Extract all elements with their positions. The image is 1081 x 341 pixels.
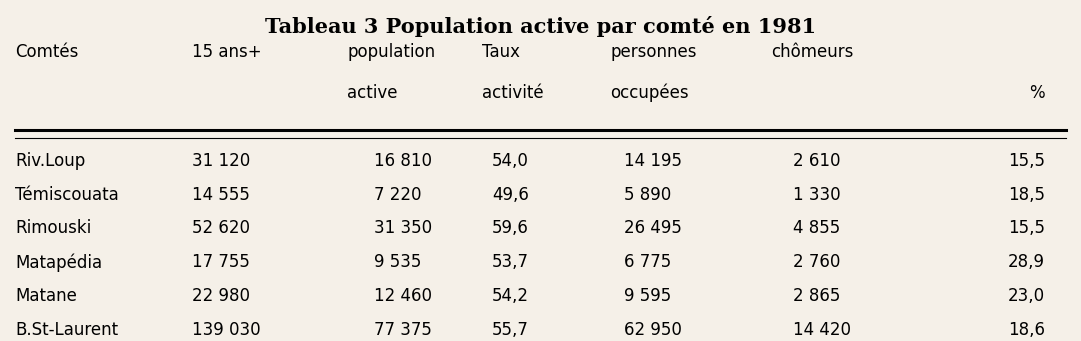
Text: 53,7: 53,7 <box>492 253 530 271</box>
Text: 59,6: 59,6 <box>492 220 529 237</box>
Text: Riv.Loup: Riv.Loup <box>15 152 85 170</box>
Text: 54,2: 54,2 <box>492 287 530 305</box>
Text: 17 755: 17 755 <box>192 253 250 271</box>
Text: 9 595: 9 595 <box>624 287 671 305</box>
Text: 49,6: 49,6 <box>492 186 529 204</box>
Text: 139 030: 139 030 <box>192 321 261 339</box>
Text: 23,0: 23,0 <box>1007 287 1044 305</box>
Text: 14 195: 14 195 <box>624 152 682 170</box>
Text: Comtés: Comtés <box>15 43 78 60</box>
Text: 2 760: 2 760 <box>792 253 840 271</box>
Text: activité: activité <box>481 84 543 102</box>
Text: 26 495: 26 495 <box>624 220 682 237</box>
Text: Témiscouata: Témiscouata <box>15 186 119 204</box>
Text: personnes: personnes <box>610 43 697 60</box>
Text: 12 460: 12 460 <box>374 287 432 305</box>
Text: 9 535: 9 535 <box>374 253 422 271</box>
Text: Rimouski: Rimouski <box>15 220 91 237</box>
Text: active: active <box>347 84 398 102</box>
Text: 31 120: 31 120 <box>192 152 250 170</box>
Text: 18,5: 18,5 <box>1007 186 1044 204</box>
Text: 18,6: 18,6 <box>1007 321 1044 339</box>
Text: 16 810: 16 810 <box>374 152 432 170</box>
Text: 54,0: 54,0 <box>492 152 529 170</box>
Text: 28,9: 28,9 <box>1007 253 1044 271</box>
Text: %: % <box>1029 84 1044 102</box>
Text: chômeurs: chômeurs <box>771 43 854 60</box>
Text: Taux: Taux <box>481 43 520 60</box>
Text: 2 865: 2 865 <box>792 287 840 305</box>
Text: Tableau 3 Population active par comté en 1981: Tableau 3 Population active par comté en… <box>265 16 816 37</box>
Text: 77 375: 77 375 <box>374 321 432 339</box>
Text: occupées: occupées <box>610 84 689 102</box>
Text: 22 980: 22 980 <box>192 287 250 305</box>
Text: 7 220: 7 220 <box>374 186 422 204</box>
Text: Matapédia: Matapédia <box>15 253 102 272</box>
Text: 62 950: 62 950 <box>624 321 682 339</box>
Text: 15 ans+: 15 ans+ <box>192 43 262 60</box>
Text: population: population <box>347 43 436 60</box>
Text: 4 855: 4 855 <box>792 220 840 237</box>
Text: 52 620: 52 620 <box>192 220 250 237</box>
Text: B.St-Laurent: B.St-Laurent <box>15 321 118 339</box>
Text: 2 610: 2 610 <box>792 152 840 170</box>
Text: 31 350: 31 350 <box>374 220 432 237</box>
Text: 14 555: 14 555 <box>192 186 250 204</box>
Text: 14 420: 14 420 <box>792 321 851 339</box>
Text: 6 775: 6 775 <box>624 253 671 271</box>
Text: 5 890: 5 890 <box>624 186 671 204</box>
Text: 15,5: 15,5 <box>1007 220 1044 237</box>
Text: 55,7: 55,7 <box>492 321 529 339</box>
Text: 1 330: 1 330 <box>792 186 840 204</box>
Text: 15,5: 15,5 <box>1007 152 1044 170</box>
Text: Matane: Matane <box>15 287 77 305</box>
